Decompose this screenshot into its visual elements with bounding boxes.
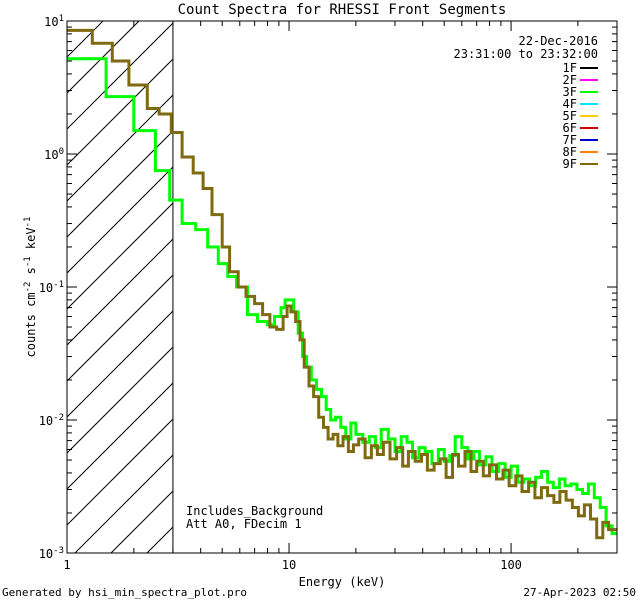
y-tick-label: 101 — [44, 14, 64, 29]
x-axis-label: Energy (keV) — [299, 575, 386, 589]
legend-label-2F: 2F — [563, 73, 577, 87]
legend-label-8F: 8F — [563, 145, 577, 159]
chart-title: Count Spectra for RHESSI Front Segments — [178, 2, 507, 18]
hatch-line — [399, 21, 640, 553]
series-3F-line — [67, 57, 617, 536]
hatch-line — [291, 21, 640, 553]
legend-label-3F: 3F — [563, 85, 577, 99]
hatch-line — [67, 94, 173, 202]
legend-label-7F: 7F — [563, 133, 577, 147]
x-tick-label: 1 — [63, 558, 70, 572]
hatch-line — [67, 22, 173, 130]
hatch-line — [67, 382, 173, 490]
footer-timestamp: 27-Apr-2023 02:50 — [523, 586, 636, 599]
hatch-line — [615, 21, 640, 553]
x-tick-label: 100 — [500, 558, 522, 572]
y-tick-label: 10-1 — [39, 280, 64, 295]
hatch-line — [67, 418, 173, 526]
legend-label-1F: 1F — [563, 61, 577, 75]
plot-frame — [66, 20, 618, 554]
hatch-line — [543, 21, 640, 553]
legend-label-9F: 9F — [563, 157, 577, 171]
hatch-line — [74, 454, 173, 553]
date-label: 22-Dec-2016 — [519, 34, 598, 48]
hatch-line — [67, 202, 173, 310]
hatch-line — [110, 490, 173, 553]
series-9F-line — [67, 28, 617, 540]
legend-label-6F: 6F — [563, 121, 577, 135]
x-tick-label: 10 — [282, 558, 296, 572]
hatch-line — [67, 58, 173, 166]
y-axis-label: counts cm-2 s-1 keV-1 — [23, 217, 38, 358]
legend-label-4F: 4F — [563, 97, 577, 111]
time-range-label: 23:31:00 to 23:32:00 — [454, 47, 599, 61]
y-tick-label: 10-2 — [39, 413, 64, 428]
hatch-line — [67, 238, 173, 346]
legend-label-5F: 5F — [563, 109, 577, 123]
hatch-line — [67, 274, 173, 382]
hatched-region — [67, 21, 640, 553]
y-tick-label: 100 — [44, 147, 64, 162]
annotation-background: Includes_Background — [186, 504, 323, 518]
footer-generated-by: Generated by hsi_min_spectra_plot.pro — [2, 586, 247, 599]
annotation-attenuator: Att A0, FDecim 1 — [186, 517, 302, 531]
y-tick-label: 10-3 — [39, 546, 64, 561]
